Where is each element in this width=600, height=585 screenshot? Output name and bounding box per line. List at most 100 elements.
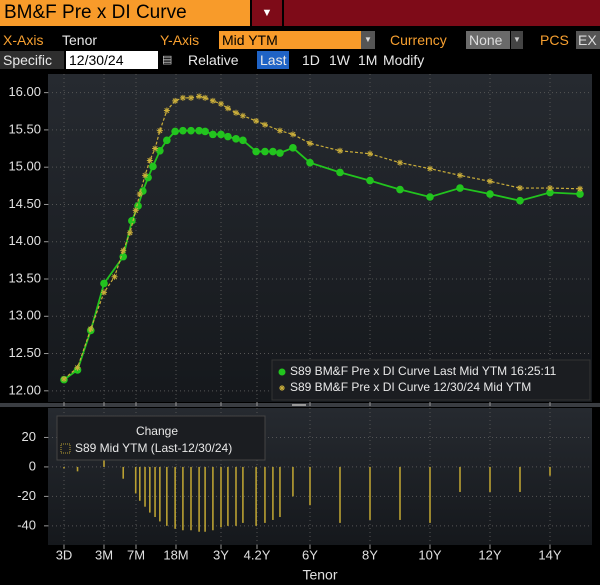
y-tick-label: 13.00: [8, 308, 41, 323]
specific-label: Specific: [0, 51, 64, 69]
point: [336, 168, 344, 177]
bar: [212, 466, 214, 531]
legend-label: S89 Mid YTM (Last-12/30/24): [75, 441, 232, 455]
point: [252, 147, 260, 156]
point: [100, 279, 108, 288]
point: [426, 193, 434, 201]
point: [232, 135, 240, 143]
legend-label: S89 BM&F Pre x DI Curve Last Mid YTM 16:…: [290, 364, 557, 378]
x-tick-label: 8Y: [362, 547, 378, 562]
calendar-icon[interactable]: ▤: [162, 54, 173, 66]
point: [516, 196, 524, 205]
point: [132, 207, 139, 214]
bar: [242, 466, 244, 523]
point: [172, 97, 179, 104]
bar: [134, 466, 137, 494]
x-tick-label: 3M: [95, 547, 113, 562]
bar: [369, 466, 371, 520]
y-tick-label: 15.00: [8, 159, 41, 174]
point: [276, 127, 283, 134]
point: [239, 112, 246, 119]
bar: [272, 466, 274, 520]
point: [101, 289, 107, 296]
point: [427, 165, 433, 172]
modify-button[interactable]: Modify: [383, 52, 425, 68]
point: [261, 147, 269, 156]
x-tick-label: 12Y: [478, 547, 501, 562]
point: [486, 190, 494, 198]
x-tick-label: 3D: [56, 547, 73, 562]
y-tick-label: 14.00: [8, 233, 41, 248]
point: [217, 130, 225, 139]
menu-button[interactable]: ▼: [252, 0, 282, 26]
point: [187, 126, 195, 135]
bar: [339, 466, 341, 523]
legend-label: S89 BM&F Pre x DI Curve 12/30/24 Mid YTM: [290, 380, 531, 394]
y-axis-label: Y-Axis: [160, 32, 200, 48]
point: [366, 176, 374, 185]
bar: [190, 466, 192, 531]
bar: [122, 466, 125, 479]
bar: [459, 466, 461, 492]
point: [517, 185, 523, 192]
bar: [138, 466, 141, 501]
point: [126, 229, 133, 236]
point: [146, 157, 153, 164]
relative-label[interactable]: Relative: [188, 52, 239, 68]
point: [171, 127, 179, 136]
point: [397, 159, 403, 166]
point: [261, 121, 268, 128]
bar: [166, 466, 168, 526]
point: [547, 185, 553, 192]
point: [111, 273, 118, 280]
bar: [182, 466, 184, 531]
dropdown-arrow[interactable]: ▼: [511, 31, 523, 49]
legend-box: [271, 359, 591, 401]
bar: [279, 466, 281, 518]
y-tick-label: 20: [22, 429, 36, 444]
point: [152, 145, 159, 152]
splitter-handle: [292, 404, 306, 406]
dropdown-arrow[interactable]: ▼: [361, 31, 375, 49]
date-input[interactable]: 12/30/24: [66, 51, 158, 69]
point: [289, 144, 297, 152]
point: [179, 126, 187, 135]
period-tab[interactable]: 1M: [358, 52, 378, 68]
point: [142, 172, 149, 179]
point: [307, 140, 313, 147]
point: [201, 127, 209, 136]
currency-label: Currency: [390, 32, 447, 48]
legend-marker: [278, 368, 286, 376]
y-axis-select[interactable]: Mid YTM: [219, 31, 361, 49]
point: [456, 184, 464, 192]
legend-title: Change: [136, 424, 178, 438]
period-tab[interactable]: 1W: [329, 52, 350, 68]
point: [87, 325, 94, 332]
bar: [149, 466, 151, 513]
y-tick-label: 13.50: [8, 270, 41, 285]
bar: [264, 466, 266, 523]
period-tab[interactable]: Last: [257, 51, 290, 69]
y-tick-label: -20: [17, 488, 36, 503]
legend-marker: [279, 385, 285, 391]
y-tick-label: 14.50: [8, 196, 41, 211]
point: [233, 109, 239, 116]
x-tick-label: 6Y: [302, 547, 318, 562]
y-tick-label: 15.50: [8, 121, 41, 136]
x-tick-label: 4.2Y: [244, 547, 271, 562]
point: [487, 178, 493, 185]
window-title: BM&F Pre x DI Curve: [0, 0, 250, 26]
ex-field[interactable]: EX: [576, 31, 600, 49]
bar: [292, 466, 294, 497]
currency-select[interactable]: None: [466, 31, 510, 49]
bar: [255, 466, 257, 526]
x-axis-label: X-Axis: [3, 32, 44, 48]
point: [196, 93, 203, 100]
point: [224, 132, 232, 141]
x-axis-value[interactable]: Tenor: [62, 32, 98, 48]
point: [61, 375, 67, 382]
period-tab[interactable]: 1D: [302, 52, 320, 68]
point: [149, 162, 157, 171]
x-axis-title: Tenor: [302, 567, 337, 583]
